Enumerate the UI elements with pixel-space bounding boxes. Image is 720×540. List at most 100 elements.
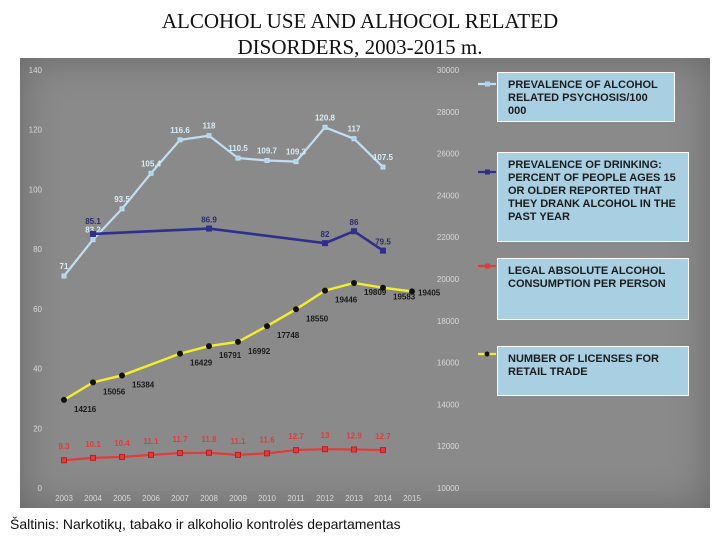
series-2-data-label: 11.7: [172, 435, 188, 444]
series-2-data-label: 12.9: [346, 431, 362, 440]
right-tick-label: 30000: [437, 66, 460, 75]
series-3-point: [264, 323, 270, 330]
series-line-0: [63, 126, 384, 277]
chart-title: ALCOHOL USE AND ALHOCOL RELATED DISORDER…: [0, 8, 720, 60]
right-tick-label: 12000: [437, 442, 460, 451]
x-tick-label: 2013: [345, 494, 363, 503]
series-1-data-label: 85.1: [85, 217, 101, 226]
series-3-data-label: 16429: [190, 359, 213, 368]
series-2-point: [148, 451, 154, 458]
series-0-data-label: 107.5: [373, 153, 394, 162]
right-tick-label: 10000: [437, 484, 460, 493]
series-2-point: [322, 446, 328, 453]
series-3-data-label: 17748: [277, 331, 300, 340]
series-2-data-label: 11.8: [201, 435, 217, 444]
series-0-data-label: 93.5: [114, 195, 130, 204]
legend-consumption-label: LEGAL ABSOLUTE ALCOHOL CONSUMPTION PER P…: [508, 265, 666, 290]
series-3-data-label: 19405: [418, 288, 441, 297]
legend-psychosis-label: PREVALENCE OF ALCOHOL RELATED PSYCHOSIS/…: [508, 79, 658, 117]
series-1-data-label: 79.5: [375, 238, 391, 247]
series-0-point: [177, 137, 183, 143]
series-3-point: [235, 338, 241, 345]
x-tick-label: 2011: [287, 494, 305, 503]
series-2-data-label: 11.6: [259, 435, 275, 444]
x-tick-label: 2012: [316, 494, 334, 503]
left-tick-label: 140: [29, 66, 43, 75]
left-tick-label: 20: [33, 424, 42, 433]
series-2-data-label: 12.7: [288, 432, 304, 441]
series-0-data-label: 118: [203, 122, 216, 131]
series-2-point: [380, 447, 386, 454]
series-3-data-label: 19809: [364, 288, 387, 297]
series-3-point: [90, 379, 96, 386]
series-0-point: [119, 206, 125, 212]
series-0-point: [293, 159, 299, 165]
series-2-point: [264, 450, 270, 457]
series-line-2: [63, 448, 384, 462]
legend-marker-3: [484, 351, 490, 357]
series-2-point: [177, 450, 183, 457]
series-0-point: [380, 164, 386, 170]
left-tick-label: 80: [33, 245, 42, 254]
left-tick-label: 120: [29, 126, 43, 135]
series-2-point: [235, 451, 241, 458]
left-tick-label: 40: [33, 365, 42, 374]
series-1-point: [380, 247, 386, 254]
series-2-point: [61, 457, 67, 464]
legend-marker-1: [485, 169, 490, 175]
series-1-point: [351, 228, 357, 235]
series-0-point: [235, 155, 241, 161]
right-tick-label: 20000: [437, 275, 460, 284]
series-3-point: [119, 372, 125, 379]
legend-marker-2: [485, 263, 490, 269]
series-0-point: [322, 124, 328, 130]
series-0-point: [206, 133, 212, 139]
series-3-data-label: 14216: [74, 405, 97, 414]
series-3-point: [322, 287, 328, 294]
series-3-data-label: 15384: [132, 380, 155, 389]
right-tick-label: 22000: [437, 233, 460, 242]
x-tick-label: 2005: [113, 494, 131, 503]
x-tick-label: 2014: [374, 494, 392, 503]
left-tick-label: 100: [29, 185, 43, 194]
series-0-data-label: 110.5: [228, 144, 248, 153]
series-1-data-label: 86: [350, 218, 359, 227]
source-footnote: Šaltinis: Narkotikų, tabako ir alkoholio…: [10, 516, 401, 532]
legend-psychosis: PREVALENCE OF ALCOHOL RELATED PSYCHOSIS/…: [497, 72, 675, 122]
series-2-data-label: 13: [321, 431, 330, 440]
series-3-point: [177, 350, 183, 357]
legend-licenses-label: NUMBER OF LICENSES FOR RETAIL TRADE: [508, 353, 659, 378]
series-2-data-label: 10.1: [85, 440, 101, 449]
x-tick-label: 2009: [229, 494, 247, 503]
series-0-data-label: 71: [60, 262, 69, 271]
legend-drinking-label: PREVALENCE OF DRINKING: PERCENT OF PEOPL…: [508, 159, 676, 223]
series-1-point: [206, 225, 212, 232]
left-tick-label: 60: [33, 305, 42, 314]
right-tick-label: 14000: [437, 400, 460, 409]
series-0-data-label: 83.2: [85, 226, 101, 235]
series-0-data-label: 120.8: [315, 113, 336, 122]
series-0-point: [61, 273, 67, 279]
x-tick-label: 2003: [55, 494, 73, 503]
legend-drinking: PREVALENCE OF DRINKING: PERCENT OF PEOPL…: [497, 152, 689, 242]
series-0-point: [351, 136, 357, 142]
right-tick-label: 28000: [437, 108, 460, 117]
series-3-data-label: 18550: [306, 314, 329, 323]
series-0-point: [148, 170, 154, 176]
x-tick-label: 2007: [171, 494, 189, 503]
series-2-point: [119, 453, 125, 460]
legend-licenses: NUMBER OF LICENSES FOR RETAIL TRADE: [497, 346, 689, 396]
series-2-data-label: 12.7: [375, 432, 391, 441]
series-2-data-label: 11.1: [143, 437, 159, 446]
series-0-data-label: 117: [348, 125, 361, 134]
series-2-point: [90, 454, 96, 461]
series-3-point: [351, 279, 357, 286]
x-tick-label: 2010: [258, 494, 276, 503]
series-3-data-label: 19446: [335, 296, 358, 305]
series-0-point: [90, 237, 96, 243]
legend-marker-0: [485, 81, 490, 87]
x-tick-label: 2006: [142, 494, 160, 503]
legend-consumption: LEGAL ABSOLUTE ALCOHOL CONSUMPTION PER P…: [497, 258, 689, 320]
series-3-data-label: 16791: [219, 351, 242, 360]
